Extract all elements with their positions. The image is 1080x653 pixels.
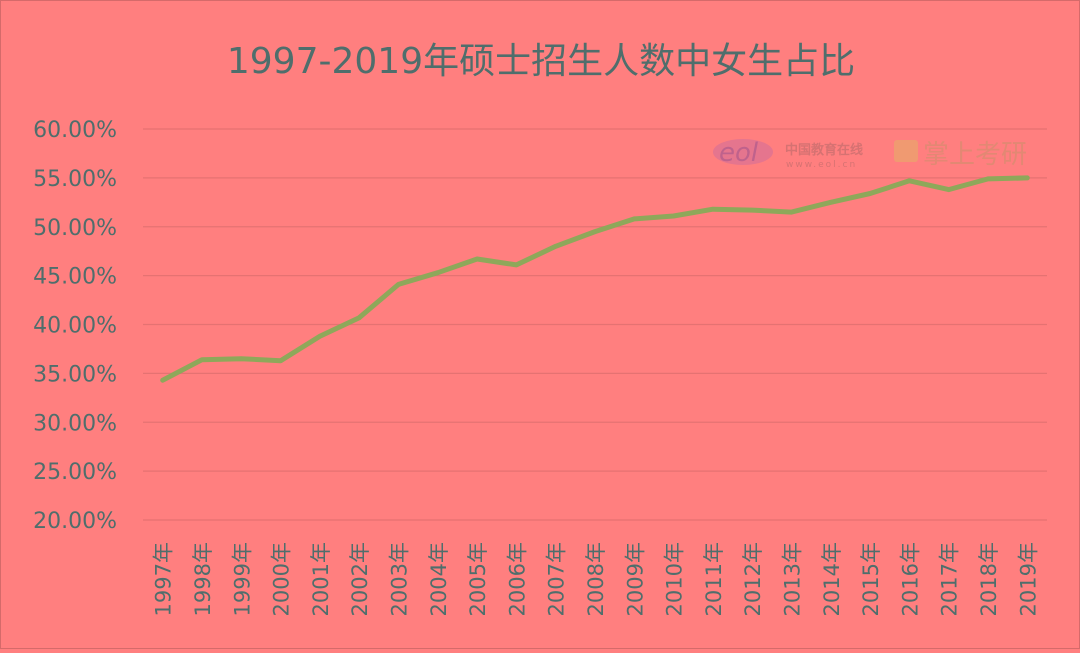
data-point (593, 229, 597, 234)
x-tick-label: 2011年 (702, 542, 726, 616)
x-tick-label: 2004年 (427, 542, 451, 616)
x-tick-label: 2018年 (977, 542, 1001, 616)
x-tick-label: 1999年 (230, 542, 254, 616)
book-icon (894, 140, 918, 162)
data-point (632, 216, 637, 221)
y-tick-label: 50.00% (33, 216, 117, 241)
x-tick-label: 2005年 (466, 542, 490, 616)
y-tick-label: 40.00% (33, 314, 117, 339)
data-point (907, 178, 912, 183)
y-tick-label: 20.00% (33, 509, 117, 534)
data-point (789, 210, 794, 215)
x-tick-label: 2001年 (309, 542, 333, 616)
data-point (199, 357, 204, 362)
data-point (317, 334, 322, 339)
watermark-brand2: 掌上考研 (923, 140, 1027, 170)
watermark: eol 中国教育在线 www.eol.cn 掌上考研 (713, 138, 1027, 170)
data-point (868, 191, 873, 196)
x-tick-label: 2009年 (623, 542, 647, 616)
data-point (1025, 175, 1030, 180)
eol-logo: eol (713, 138, 773, 168)
y-tick-label: 55.00% (33, 167, 117, 192)
x-tick-label: 1998年 (191, 542, 215, 616)
x-tick-label: 2016年 (898, 542, 922, 616)
y-tick-label: 45.00% (33, 265, 117, 290)
series-layer (160, 175, 1030, 383)
x-tick-label: 2012年 (741, 542, 765, 616)
x-axis-tick-labels: 1997年 1998年 1999年 2000年 2001年 2002年 2003年 2004年… (152, 542, 1041, 616)
data-point (435, 270, 440, 275)
watermark-url: www.eol.cn (786, 160, 857, 170)
eol-logo-text: eol (719, 138, 759, 168)
y-tick-label: 30.00% (33, 411, 117, 436)
data-point (986, 176, 991, 181)
data-point (828, 200, 833, 205)
chart-title: 1997-2019年硕士招生人数中女生占比 (227, 41, 855, 82)
x-tick-label: 2017年 (938, 542, 962, 616)
x-tick-label: 2010年 (663, 542, 687, 616)
x-tick-label: 2015年 (859, 542, 883, 616)
y-axis-tick-labels: 20.00% 25.00% 30.00% 35.00% 40.00% 45.00% 50.0… (33, 118, 117, 534)
y-tick-label: 25.00% (33, 460, 117, 485)
x-tick-label: 2014年 (820, 542, 844, 616)
x-tick-label: 2008年 (584, 542, 608, 616)
y-tick-label: 35.00% (33, 362, 117, 387)
x-tick-label: 2002年 (348, 542, 372, 616)
x-tick-label: 1997年 (152, 542, 176, 616)
data-point (553, 244, 558, 249)
data-point (239, 356, 244, 361)
watermark-brand-cn: 中国教育在线 (785, 142, 863, 158)
data-point (160, 378, 165, 383)
data-point (671, 213, 676, 218)
data-point (514, 262, 519, 267)
series-line (160, 175, 1030, 383)
x-tick-label: 2006年 (505, 542, 529, 616)
x-tick-label: 2007年 (545, 542, 569, 616)
data-point (946, 187, 951, 192)
y-tick-label: 60.00% (33, 118, 117, 143)
x-tick-label: 2003年 (387, 542, 411, 616)
gridlines (143, 128, 1047, 521)
data-point (475, 257, 480, 262)
data-point (357, 315, 362, 320)
data-point (396, 282, 401, 287)
x-tick-label: 2019年 (1016, 542, 1040, 616)
data-point (278, 358, 283, 363)
x-tick-label: 2000年 (270, 542, 294, 616)
data-point (710, 207, 715, 212)
x-tick-label: 2013年 (781, 542, 805, 616)
data-point (750, 208, 755, 213)
